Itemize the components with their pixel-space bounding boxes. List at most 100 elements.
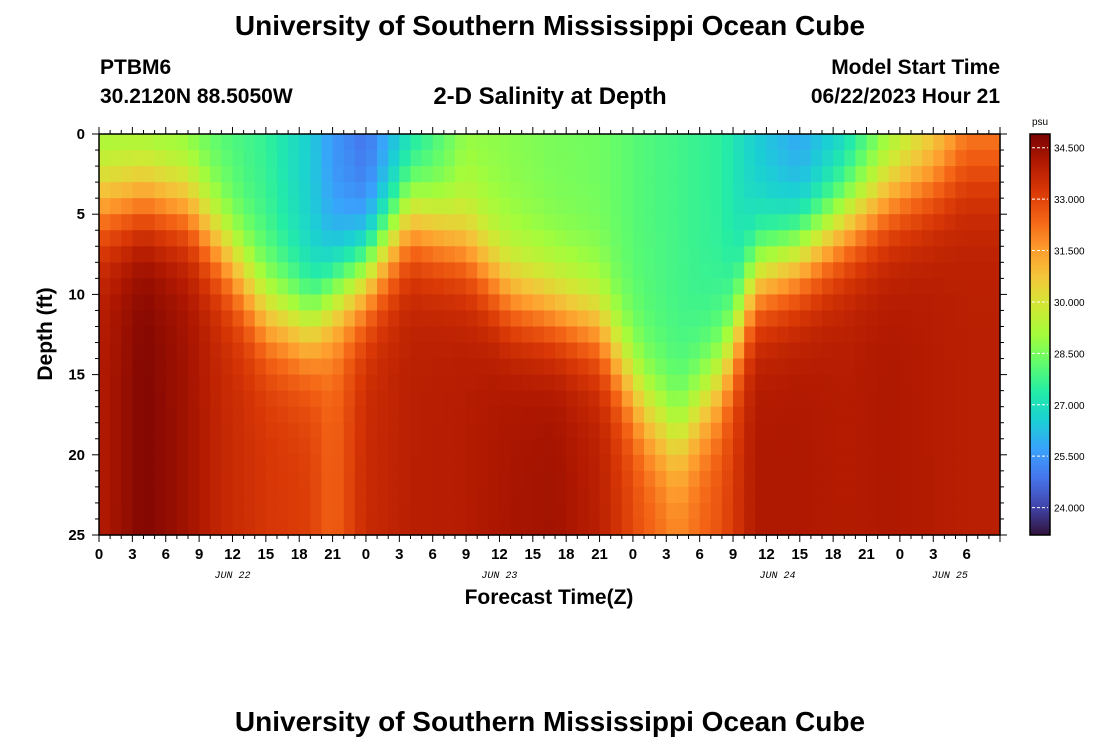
heatmap-cell — [365, 326, 378, 344]
heatmap-cell — [210, 486, 222, 504]
heatmap-cell — [788, 406, 801, 424]
heatmap-cell — [377, 342, 389, 360]
heatmap-cell — [332, 182, 345, 199]
heatmap-cell — [432, 342, 445, 360]
heatmap-cell — [822, 438, 834, 456]
heatmap-cell — [399, 422, 412, 440]
heatmap-cell — [844, 406, 856, 424]
heatmap-cell — [866, 246, 879, 263]
heatmap-cell — [677, 182, 690, 199]
heatmap-cell — [855, 454, 868, 472]
heatmap-cell — [933, 422, 945, 440]
heatmap-cell — [332, 374, 345, 392]
heatmap-cell — [421, 518, 434, 536]
heatmap-cell — [377, 486, 389, 504]
heatmap-cell — [365, 390, 378, 408]
heatmap-cell — [121, 470, 133, 488]
heatmap-cell — [321, 438, 334, 456]
heatmap-cell — [899, 454, 912, 472]
heatmap-cell — [866, 342, 879, 360]
heatmap-cell — [833, 422, 845, 440]
heatmap-cell — [632, 390, 645, 408]
heatmap-cell — [588, 358, 601, 376]
heatmap-cell — [210, 390, 222, 408]
heatmap-cell — [521, 166, 534, 183]
heatmap-cell — [466, 374, 478, 392]
heatmap-cell — [143, 342, 156, 360]
heatmap-cell — [176, 486, 189, 504]
heatmap-cell — [788, 486, 801, 504]
heatmap-cell — [577, 150, 590, 167]
heatmap-cell — [944, 374, 957, 392]
heatmap-cell — [766, 518, 779, 536]
heatmap-cell — [388, 486, 400, 504]
heatmap-cell — [899, 390, 912, 408]
heatmap-cell — [176, 326, 189, 344]
heatmap-cell — [99, 246, 111, 263]
heatmap-cell — [866, 390, 879, 408]
heatmap-cell — [399, 406, 412, 424]
heatmap-cell — [332, 134, 345, 151]
heatmap-cell — [588, 230, 601, 247]
heatmap-cell — [977, 470, 990, 488]
heatmap-cell — [521, 326, 534, 344]
heatmap-cell — [599, 134, 612, 151]
heatmap-cell — [621, 406, 634, 424]
heatmap-cell — [132, 502, 145, 520]
heatmap-cell — [877, 134, 890, 151]
heatmap-cell — [488, 310, 501, 328]
heatmap-cell — [243, 166, 256, 183]
heatmap-cell — [710, 278, 723, 295]
heatmap-cell — [454, 294, 467, 312]
heatmap-cell — [532, 342, 545, 360]
heatmap-cell — [354, 278, 367, 295]
heatmap-cell — [922, 150, 934, 167]
heatmap-cell — [844, 134, 856, 151]
heatmap-cell — [154, 374, 167, 392]
x-tick-label: 18 — [825, 546, 842, 563]
heatmap-cell — [432, 262, 445, 279]
heatmap-cell — [443, 422, 456, 440]
heatmap-cell — [154, 406, 167, 424]
heatmap-cell — [254, 390, 267, 408]
heatmap-cell — [477, 182, 489, 199]
heatmap-cell — [154, 342, 167, 360]
heatmap-cell — [121, 214, 133, 231]
heatmap-cell — [254, 502, 267, 520]
y-axis-title: Depth (ft) — [34, 287, 57, 380]
heatmap-cell — [977, 246, 990, 263]
heatmap-cell — [666, 326, 679, 344]
heatmap-cell — [655, 294, 667, 312]
heatmap-cell — [632, 502, 645, 520]
heatmap-cell — [343, 342, 356, 360]
heatmap-cell — [944, 438, 957, 456]
heatmap-cell — [966, 374, 979, 392]
heatmap-cell — [632, 246, 645, 263]
heatmap-cell — [165, 166, 178, 183]
heatmap-cell — [110, 294, 122, 312]
heatmap-cell — [922, 438, 934, 456]
heatmap-cell — [388, 278, 400, 295]
heatmap-cell — [911, 454, 923, 472]
heatmap-cell — [644, 486, 656, 504]
heatmap-cell — [221, 182, 234, 199]
heatmap-cell — [644, 230, 656, 247]
heatmap-cell — [799, 470, 812, 488]
heatmap-cell — [254, 246, 267, 263]
heatmap-cell — [644, 134, 656, 151]
heatmap-cell — [755, 406, 767, 424]
heatmap-cell — [187, 422, 200, 440]
heatmap-cell — [466, 518, 478, 536]
heatmap-cell — [477, 310, 489, 328]
heatmap-cell — [276, 214, 289, 231]
heatmap-cell — [477, 406, 489, 424]
heatmap-cell — [399, 326, 412, 344]
heatmap-cell — [187, 278, 200, 295]
heatmap-cell — [710, 134, 723, 151]
heatmap-cell — [988, 454, 1001, 472]
heatmap-cell — [822, 134, 834, 151]
heatmap-cell — [688, 470, 701, 488]
heatmap-cell — [833, 326, 845, 344]
heatmap-cell — [944, 470, 957, 488]
heatmap-cell — [644, 246, 656, 263]
